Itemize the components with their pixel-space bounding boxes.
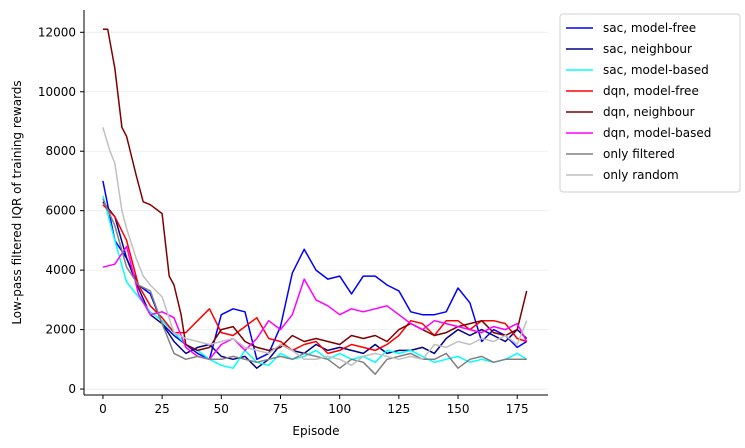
x-tick-label: 50 xyxy=(214,402,229,416)
x-axis-label: Episode xyxy=(292,424,339,438)
legend-label: sac, neighbour xyxy=(603,42,692,56)
y-axis-label: Low-pass filtered IQR of training reward… xyxy=(10,80,24,324)
grid-lines xyxy=(84,31,548,390)
series-line-1 xyxy=(102,201,528,369)
y-tick-label: 10000 xyxy=(38,85,76,99)
y-tick-label: 4000 xyxy=(45,263,76,277)
series-line-7 xyxy=(102,127,528,367)
x-tick-label: 100 xyxy=(328,402,351,416)
plot-series xyxy=(102,28,528,375)
x-tick-label: 25 xyxy=(154,402,169,416)
y-tick-label: 12000 xyxy=(38,25,76,39)
y-tick-label: 6000 xyxy=(45,204,76,218)
series-line-5 xyxy=(102,245,528,361)
x-tick-label: 0 xyxy=(99,402,107,416)
legend-box xyxy=(559,13,741,193)
legend: sac, model-free sac, neighbour sac, model-… xyxy=(559,13,741,193)
y-tick-label: 2000 xyxy=(45,323,76,337)
legend-label: sac, model-free xyxy=(603,21,696,35)
x-tick-label: 175 xyxy=(506,402,529,416)
legend-label: dqn, model-based xyxy=(603,126,711,140)
legend-label: only filtered xyxy=(603,147,675,161)
x-tick-label: 150 xyxy=(447,402,470,416)
axes: 0 25 50 75 100 125 150 175 0 2000 4000 6000 8000 1000… xyxy=(38,10,548,416)
legend-label: sac, model-based xyxy=(603,63,709,77)
series-line-4 xyxy=(102,28,528,352)
legend-label: only random xyxy=(603,168,679,182)
legend-label: dqn, model-free xyxy=(603,84,699,98)
legend-label: dqn, neighbour xyxy=(603,105,695,119)
y-tick-label: 8000 xyxy=(45,144,76,158)
series-line-6 xyxy=(102,198,527,375)
series-line-0 xyxy=(102,180,528,361)
x-tick-label: 125 xyxy=(387,402,410,416)
y-tick-label: 0 xyxy=(68,382,76,396)
x-tick-label: 75 xyxy=(273,402,288,416)
